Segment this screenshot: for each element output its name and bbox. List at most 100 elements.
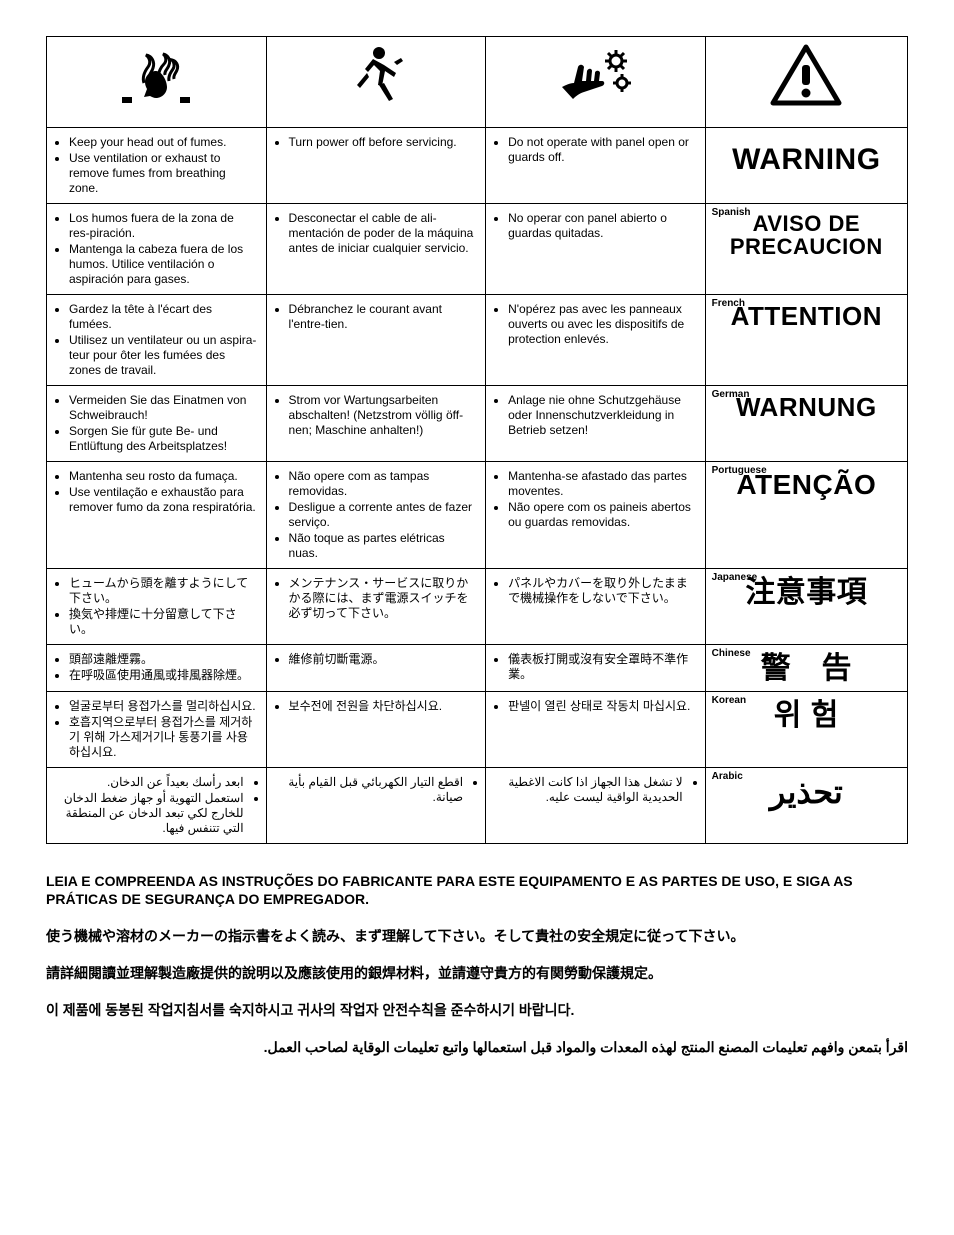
warning-word-cell-chinese: Chinese警 告 [705, 645, 907, 692]
bullet-item: Los humos fuera de la zona de res-piraci… [69, 211, 258, 241]
hand-gears-icon [486, 37, 706, 128]
cell-spanish-col3: No operar con panel abierto o guardas qu… [486, 204, 706, 295]
cell-chinese-col1: 頭部遠離煙霧。在呼吸區使用通風或排風器除煙。 [47, 645, 267, 692]
warning-row-french: Gardez la tête à l'écart des fumées.Util… [47, 295, 908, 386]
cell-chinese-col2: 維修前切斷電源。 [266, 645, 486, 692]
bullet-item: Desligue a corrente antes de fazer servi… [289, 500, 478, 530]
bullet-list: No operar con panel abierto o guardas qu… [494, 211, 697, 241]
warning-row-german: Vermeiden Sie das Einatmen von Schweibra… [47, 386, 908, 462]
cell-portuguese-col3: Mantenha-se afastado das partes moventes… [486, 462, 706, 569]
bullet-item: 얼굴로부터 용접가스를 멀리하십시요. [69, 699, 258, 714]
cell-japanese-col3: パネルやカバーを取り外したままで機械操作をしないで下さい。 [486, 569, 706, 645]
bullet-item: 換気や排煙に十分留意して下さい。 [69, 607, 258, 637]
bullet-item: 보수전에 전원을 차단하십시요. [289, 699, 478, 714]
bullet-item: Mantenha seu rosto da fumaça. [69, 469, 258, 484]
cell-korean-col2: 보수전에 전원을 차단하십시요. [266, 691, 486, 767]
bullet-item: Gardez la tête à l'écart des fumées. [69, 302, 258, 332]
bullet-item: Use ventilação e exhaustão para remover … [69, 485, 258, 515]
bullet-item: Use ventilation or exhaust to remove fum… [69, 151, 258, 196]
cell-french-col2: Débranchez le courant avant l'entre-tien… [266, 295, 486, 386]
language-label: German [712, 389, 750, 400]
bullet-list: Mantenha seu rosto da fumaça.Use ventila… [55, 469, 258, 515]
footer-line-4: اقرأ بتمعن وافهم تعليمات المصنع المنتج ل… [46, 1038, 908, 1057]
bullet-list: 판넬이 열린 상태로 작동치 마십시요. [494, 699, 697, 714]
bullet-list: 頭部遠離煙霧。在呼吸區使用通風或排風器除煙。 [55, 652, 258, 683]
cell-korean-col1: 얼굴로부터 용접가스를 멀리하십시요.호흡지역으로부터 용접가스를 제거하기 위… [47, 691, 267, 767]
cell-english-col3: Do not operate with panel open or guards… [486, 128, 706, 204]
cell-portuguese-col1: Mantenha seu rosto da fumaça.Use ventila… [47, 462, 267, 569]
cell-german-col2: Strom vor Wartungsarbeiten abschalten! (… [266, 386, 486, 462]
warning-row-portuguese: Mantenha seu rosto da fumaça.Use ventila… [47, 462, 908, 569]
bullet-item: Utilisez un ventilateur ou un aspira-teu… [69, 333, 258, 378]
bullet-list: 얼굴로부터 용접가스를 멀리하십시요.호흡지역으로부터 용접가스를 제거하기 위… [55, 699, 258, 760]
cell-english-col1: Keep your head out of fumes.Use ventilat… [47, 128, 267, 204]
bullet-item: لا تشغل هذا الجهاز اذا كانت الاغطية الحد… [494, 775, 683, 805]
bullet-list: メンテナンス・サービスに取りかかる際には、まず電源スイッチを必ず切って下さい。 [275, 576, 478, 621]
bullet-list: ابعد رأسك بعيداً عن الدخان.استعمل التهوي… [55, 775, 258, 836]
language-label: Spanish [712, 207, 751, 218]
cell-arabic-col3: لا تشغل هذا الجهاز اذا كانت الاغطية الحد… [486, 767, 706, 843]
cell-german-col1: Vermeiden Sie das Einatmen von Schweibra… [47, 386, 267, 462]
bullet-item: اقطع التيار الكهربائي قبل القيام بأية صي… [275, 775, 464, 805]
bullet-item: Débranchez le courant avant l'entre-tien… [289, 302, 478, 332]
warning-word-cell-spanish: SpanishAVISO DE PRECAUCION [705, 204, 907, 295]
warning-row-japanese: ヒュームから頭を離すようにして下さい。換気や排煙に十分留意して下さい。メンテナン… [47, 569, 908, 645]
bullet-list: Débranchez le courant avant l'entre-tien… [275, 302, 478, 332]
warning-word-cell-portuguese: PortugueseATENÇÃO [705, 462, 907, 569]
bullet-item: 在呼吸區使用通風或排風器除煙。 [69, 668, 258, 683]
bullet-item: 호흡지역으로부터 용접가스를 제거하기 위해 가스제거기나 통풍기를 사용하십시… [69, 715, 258, 760]
cell-japanese-col2: メンテナンス・サービスに取りかかる際には、まず電源スイッチを必ず切って下さい。 [266, 569, 486, 645]
warning-row-chinese: 頭部遠離煙霧。在呼吸區使用通風或排風器除煙。維修前切斷電源。儀表板打開或沒有安全… [47, 645, 908, 692]
bullet-item: Mantenha-se afastado das partes moventes… [508, 469, 697, 499]
cell-arabic-col2: اقطع التيار الكهربائي قبل القيام بأية صي… [266, 767, 486, 843]
warning-word-cell-french: FrenchATTENTION [705, 295, 907, 386]
bullet-item: استعمل التهوية أو جهاز ضغط الدخان للخارج… [55, 791, 244, 836]
warning-word-cell-german: GermanWARNUNG [705, 386, 907, 462]
bullet-item: ヒュームから頭を離すようにして下さい。 [69, 576, 258, 606]
bullet-list: Anlage nie ohne Schutzgehäuse oder Innen… [494, 393, 697, 438]
language-label: Portuguese [712, 465, 767, 476]
bullet-item: 판넬이 열린 상태로 작동치 마십시요. [508, 699, 697, 714]
bullet-item: Strom vor Wartungsarbeiten abschalten! (… [289, 393, 478, 438]
warning-row-english: Keep your head out of fumes.Use ventilat… [47, 128, 908, 204]
bullet-item: Vermeiden Sie das Einatmen von Schweibra… [69, 393, 258, 423]
bullet-list: Turn power off before servicing. [275, 135, 478, 150]
bullet-list: Keep your head out of fumes.Use ventilat… [55, 135, 258, 196]
bullet-list: Mantenha-se afastado das partes moventes… [494, 469, 697, 530]
bullet-list: N'opérez pas avec les panneaux ouverts o… [494, 302, 697, 347]
cell-korean-col3: 판넬이 열린 상태로 작동치 마십시요. [486, 691, 706, 767]
running-person-icon [266, 37, 486, 128]
warning-row-korean: 얼굴로부터 용접가스를 멀리하십시요.호흡지역으로부터 용접가스를 제거하기 위… [47, 691, 908, 767]
bullet-item: Não toque as partes elétricas nuas. [289, 531, 478, 561]
warning-row-spanish: Los humos fuera de la zona de res-piraci… [47, 204, 908, 295]
bullet-item: Do not operate with panel open or guards… [508, 135, 697, 165]
cell-portuguese-col2: Não opere com as tampas removidas.Deslig… [266, 462, 486, 569]
bullet-list: لا تشغل هذا الجهاز اذا كانت الاغطية الحد… [494, 775, 697, 805]
language-label: Japanese [712, 572, 758, 583]
icon-header-row [47, 37, 908, 128]
bullet-item: Desconectar el cable de ali-mentación de… [289, 211, 478, 256]
language-label: French [712, 298, 745, 309]
bullet-list: Los humos fuera de la zona de res-piraci… [55, 211, 258, 287]
footer-instructions: LEIA E COMPREENDA AS INSTRUÇÕES DO FABRI… [46, 872, 908, 1057]
footer-line-2: 請詳細閱讀並理解製造廠提供的說明以及應該使用的銀焊材料，並請遵守貴方的有関勞動保… [46, 964, 908, 983]
bullet-item: 維修前切斷電源。 [289, 652, 478, 667]
bullet-list: 보수전에 전원을 차단하십시요. [275, 699, 478, 714]
footer-line-0: LEIA E COMPREENDA AS INSTRUÇÕES DO FABRI… [46, 872, 908, 910]
bullet-item: Não opere com as tampas removidas. [289, 469, 478, 499]
cell-japanese-col1: ヒュームから頭を離すようにして下さい。換気や排煙に十分留意して下さい。 [47, 569, 267, 645]
bullet-list: Strom vor Wartungsarbeiten abschalten! (… [275, 393, 478, 438]
bullet-item: パネルやカバーを取り外したままで機械操作をしないで下さい。 [508, 576, 697, 606]
fumes-head-icon [47, 37, 267, 128]
bullet-item: Sorgen Sie für gute Be- und Entlüftung d… [69, 424, 258, 454]
bullet-item: ابعد رأسك بعيداً عن الدخان. [55, 775, 244, 790]
warning-word-cell-japanese: Japanese注意事項 [705, 569, 907, 645]
bullet-item: No operar con panel abierto o guardas qu… [508, 211, 697, 241]
bullet-list: ヒュームから頭を離すようにして下さい。換気や排煙に十分留意して下さい。 [55, 576, 258, 637]
bullet-list: Gardez la tête à l'écart des fumées.Util… [55, 302, 258, 378]
bullet-item: 頭部遠離煙霧。 [69, 652, 258, 667]
bullet-list: Desconectar el cable de ali-mentación de… [275, 211, 478, 256]
bullet-list: パネルやカバーを取り外したままで機械操作をしないで下さい。 [494, 576, 697, 606]
cell-spanish-col1: Los humos fuera de la zona de res-piraci… [47, 204, 267, 295]
bullet-item: Keep your head out of fumes. [69, 135, 258, 150]
